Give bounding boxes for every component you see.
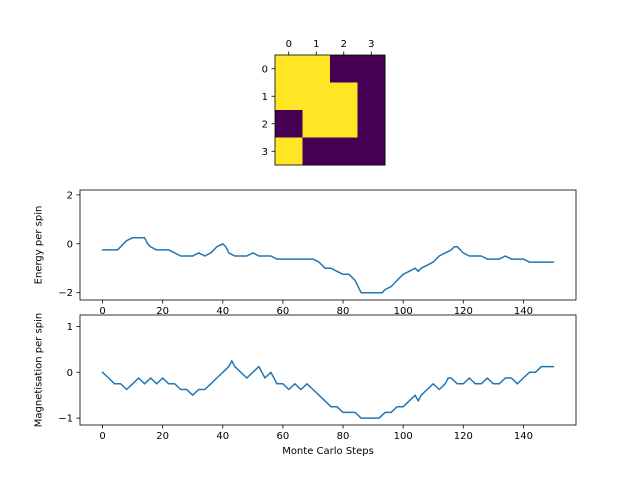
svg-text:0: 0 [286, 39, 292, 50]
svg-text:2: 2 [341, 39, 347, 50]
svg-text:0: 0 [99, 431, 105, 442]
svg-text:−2: −2 [58, 288, 73, 299]
svg-text:120: 120 [454, 431, 473, 442]
svg-text:140: 140 [514, 431, 533, 442]
svg-text:2: 2 [262, 119, 268, 130]
svg-text:2: 2 [67, 190, 73, 201]
x-axis-label: Monte Carlo Steps [282, 446, 374, 457]
svg-text:40: 40 [216, 306, 229, 317]
svg-text:20: 20 [156, 431, 169, 442]
magnetisation-line-chart: 0 20 40 60 80 100 120 140 1 0 −1 [58, 314, 577, 442]
spin-lattice-heatmap: 0 1 2 3 0 1 2 3 [262, 39, 386, 166]
svg-text:120: 120 [454, 306, 473, 317]
svg-text:100: 100 [394, 431, 413, 442]
svg-text:140: 140 [514, 306, 533, 317]
svg-text:0: 0 [262, 64, 268, 75]
magnetisation-y-axis-label: Magnetisation per spin [33, 312, 45, 428]
svg-text:3: 3 [262, 147, 268, 158]
svg-text:0: 0 [99, 306, 105, 317]
energy-y-axis-label: Energy per spin [33, 205, 45, 285]
svg-text:100: 100 [394, 306, 413, 317]
svg-text:0: 0 [67, 368, 73, 379]
svg-text:60: 60 [277, 431, 290, 442]
svg-text:80: 80 [337, 431, 350, 442]
svg-text:1: 1 [67, 322, 73, 333]
svg-text:40: 40 [216, 431, 229, 442]
svg-text:3: 3 [368, 39, 374, 50]
svg-text:60: 60 [277, 306, 290, 317]
svg-text:20: 20 [156, 306, 169, 317]
svg-text:80: 80 [337, 306, 350, 317]
svg-text:0: 0 [67, 239, 73, 250]
svg-text:−1: −1 [58, 414, 73, 425]
svg-text:1: 1 [262, 92, 268, 103]
svg-text:1: 1 [313, 39, 319, 50]
